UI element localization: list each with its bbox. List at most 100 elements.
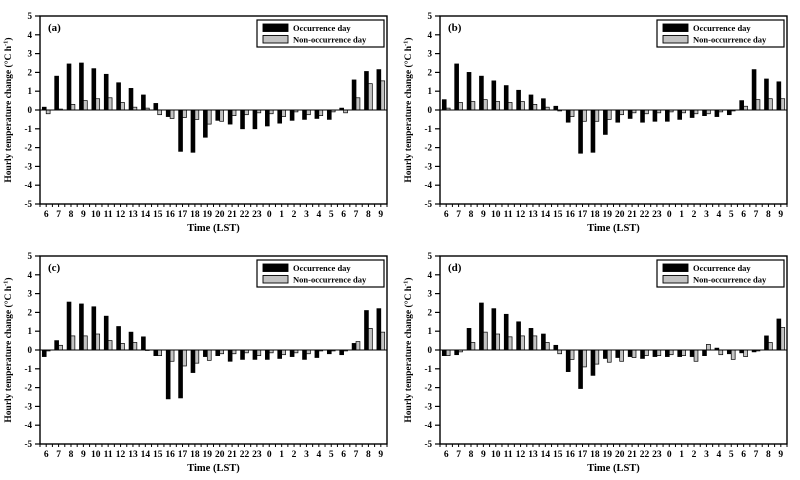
x-axis-tick-label: 8 (766, 450, 771, 460)
bar-non-occurrence-day (693, 349, 699, 362)
x-axis-tick-label: 2 (692, 450, 697, 460)
x-axis-tick-label: 7 (754, 450, 759, 460)
y-axis-tick-label: 5 (28, 251, 33, 261)
bar-occurrence-day (240, 109, 245, 130)
bar-non-occurrence-day (368, 83, 373, 111)
bar-non-occurrence-day (380, 331, 386, 351)
bar-occurrence-day (441, 349, 447, 356)
bar-occurrence-day (116, 326, 121, 351)
legend-swatch-non-occurrence (262, 275, 289, 284)
x-axis-tick-label: 6 (44, 210, 49, 220)
x-axis-label: Time (LST) (187, 223, 240, 234)
bar-non-occurrence-day (355, 341, 361, 351)
x-axis-tick-label: 12 (516, 450, 526, 460)
bar-occurrence-day (714, 109, 720, 117)
x-axis-tick-label: 11 (504, 450, 513, 460)
bar-occurrence-day (153, 349, 159, 356)
x-axis-tick-label: 20 (615, 450, 625, 460)
bar-occurrence-day (739, 100, 744, 111)
bar-occurrence-day (128, 88, 134, 111)
y-axis-tick-label: -5 (425, 439, 433, 449)
x-axis-tick-label: 1 (679, 210, 684, 220)
x-axis-tick-label: 3 (304, 210, 309, 220)
legend-swatch-occurrence (662, 23, 689, 32)
bar-occurrence-day (91, 68, 97, 111)
x-axis-tick-label: 9 (481, 450, 486, 460)
bar-occurrence-day (776, 81, 782, 111)
x-axis-tick-label: 2 (292, 450, 297, 460)
bar-occurrence-day (479, 302, 484, 351)
x-axis-tick-label: 13 (128, 450, 138, 460)
bar-occurrence-day (190, 349, 196, 373)
bar-non-occurrence-day (606, 349, 612, 363)
bar-occurrence-day (665, 349, 670, 357)
bar-occurrence-day (516, 89, 521, 111)
x-axis-tick-label: 3 (704, 450, 709, 460)
bar-non-occurrence-day (306, 109, 311, 116)
bar-occurrence-day (203, 109, 208, 138)
bar-non-occurrence-day (95, 98, 101, 111)
bar-non-occurrence-day (668, 349, 674, 356)
bar-occurrence-day (289, 349, 295, 357)
x-axis-tick-label: 21 (227, 210, 237, 220)
bar-occurrence-day (751, 69, 757, 111)
x-axis-tick-label: 18 (590, 210, 600, 220)
bar-non-occurrence-day (483, 99, 488, 111)
x-axis-tick-label: 20 (615, 210, 625, 220)
bar-occurrence-day (165, 109, 171, 117)
bar-occurrence-day (590, 349, 596, 376)
x-axis-tick-label: 20 (215, 450, 225, 460)
bar-occurrence-day (252, 109, 258, 130)
bar-occurrence-day (503, 85, 509, 111)
bar-non-occurrence-day (768, 98, 773, 111)
legend-label: Non-occurrence day (293, 34, 367, 44)
y-axis-tick-label: 1 (428, 326, 433, 336)
bar-non-occurrence-day (569, 349, 575, 360)
x-axis-tick-label: 1 (679, 450, 684, 460)
bar-non-occurrence-day (219, 349, 224, 355)
legend-label: Occurrence day (293, 23, 351, 33)
x-axis-tick-label: 10 (491, 450, 501, 460)
bar-occurrence-day (252, 349, 258, 360)
x-axis-tick-label: 10 (91, 210, 101, 220)
x-axis-tick-label: 5 (329, 450, 334, 460)
legend-swatch-non-occurrence (262, 35, 289, 44)
legend-label: Occurrence day (693, 263, 751, 273)
bar-non-occurrence-day (743, 105, 748, 111)
panel-label: (d) (448, 262, 462, 274)
x-axis-tick-label: 11 (104, 450, 113, 460)
bar-occurrence-day (640, 349, 645, 359)
bar-occurrence-day (615, 349, 621, 358)
bar-occurrence-day (79, 62, 84, 111)
x-axis-tick-label: 9 (81, 210, 86, 220)
bar-occurrence-day (91, 306, 97, 351)
x-axis-tick-label: 16 (165, 210, 175, 220)
bar-non-occurrence-day (780, 327, 786, 351)
legend-swatch-non-occurrence (662, 35, 689, 44)
x-axis-tick-label: 21 (227, 450, 237, 460)
bar-non-occurrence-day (520, 335, 525, 351)
x-axis-tick-label: 14 (541, 450, 551, 460)
panel-label: (a) (48, 22, 61, 34)
x-axis-tick-label: 3 (304, 450, 309, 460)
x-axis-label: Time (LST) (187, 463, 240, 474)
bar-occurrence-day (627, 349, 633, 357)
bar-non-occurrence-day (594, 109, 600, 122)
x-axis-tick-label: 6 (341, 210, 346, 220)
bar-non-occurrence-day (95, 333, 101, 351)
bar-non-occurrence-day (619, 109, 624, 116)
x-axis-tick-label: 1 (279, 450, 284, 460)
bar-occurrence-day (553, 105, 559, 111)
y-axis-tick-label: 2 (28, 67, 33, 77)
x-axis-tick-label: 4 (716, 450, 721, 460)
x-axis-tick-label: 7 (456, 450, 461, 460)
y-axis-tick-label: 4 (428, 30, 433, 40)
chart-panel-b: -5 -4 -3 -2 -1 0 1 2 3 4 5 6 7 8 9 10 11 12 13 14 15 16 17 18 19… (400, 0, 800, 240)
bar-non-occurrence-day (743, 349, 748, 357)
y-axis-label: Hourly temperature change (°C h-1) (3, 277, 15, 422)
bar-occurrence-day (441, 99, 447, 111)
x-axis-tick-label: 8 (69, 210, 74, 220)
y-axis-tick-label: -3 (25, 161, 33, 171)
bar-non-occurrence-day (507, 102, 513, 111)
